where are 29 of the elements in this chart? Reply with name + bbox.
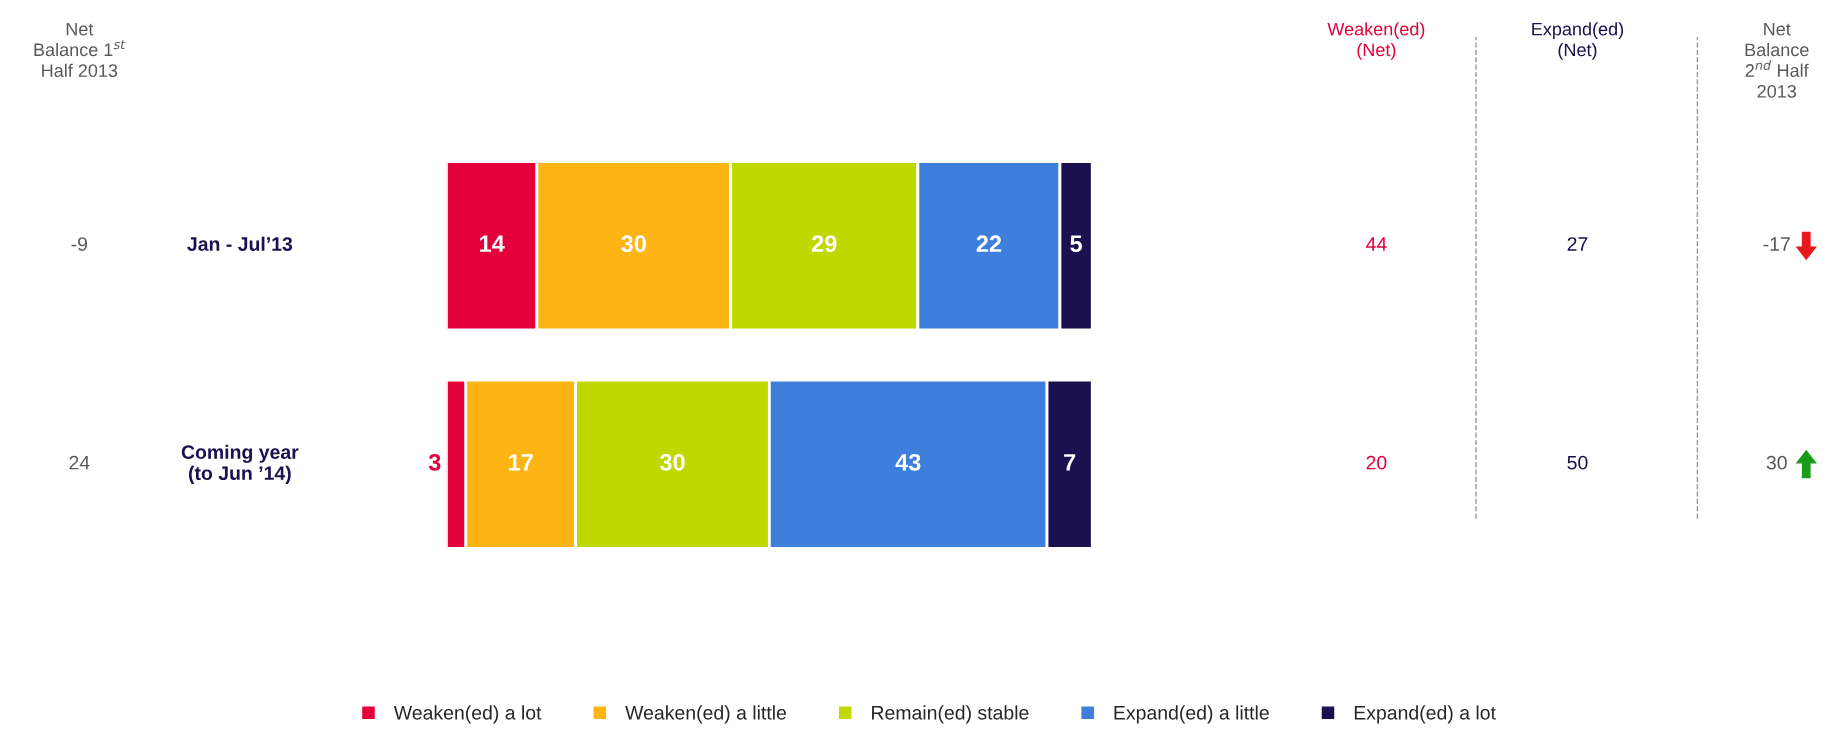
data-label: 30 (621, 235, 646, 253)
text: 20 (1366, 455, 1387, 470)
text: 30 (1766, 455, 1787, 470)
data-label: 43 (895, 453, 921, 471)
data-label: 3 (428, 453, 441, 471)
text: Expand(ed) (Net) (1532, 22, 1624, 60)
text: -17 (1763, 237, 1790, 251)
text: Net Balance 1$^{st}$ Half 2013 (34, 22, 126, 78)
legend-label: Expand(ed) a lot (1354, 705, 1496, 724)
legend-label: Weaken(ed) a little (625, 705, 787, 724)
legend-label: Weaken(ed) a lot (393, 705, 542, 724)
legend-label: Remain(ed) stable (872, 705, 1029, 724)
data-label: 17 (509, 454, 533, 471)
data-label: 22 (976, 235, 1002, 252)
data-label: 7 (1064, 454, 1076, 471)
legend-label: Expand(ed) a little (1114, 705, 1269, 724)
y-tick-label: Coming year (to Jun ’14) (181, 444, 299, 484)
text: 50 (1567, 455, 1588, 470)
text: 27 (1567, 237, 1588, 251)
text: 44 (1366, 237, 1387, 251)
data-label: 30 (659, 453, 685, 471)
data-label: 5 (1070, 235, 1082, 253)
text: -9 (71, 237, 88, 251)
y-tick-label: Jan - Jul’13 (187, 236, 293, 251)
text: Net Balance 2$^{nd}$ Half 2013 (1745, 22, 1809, 98)
text: Weaken(ed) (Net) (1327, 22, 1425, 60)
text: 24 (69, 455, 90, 470)
data-label: 14 (480, 235, 505, 252)
data-label: 29 (811, 235, 837, 253)
